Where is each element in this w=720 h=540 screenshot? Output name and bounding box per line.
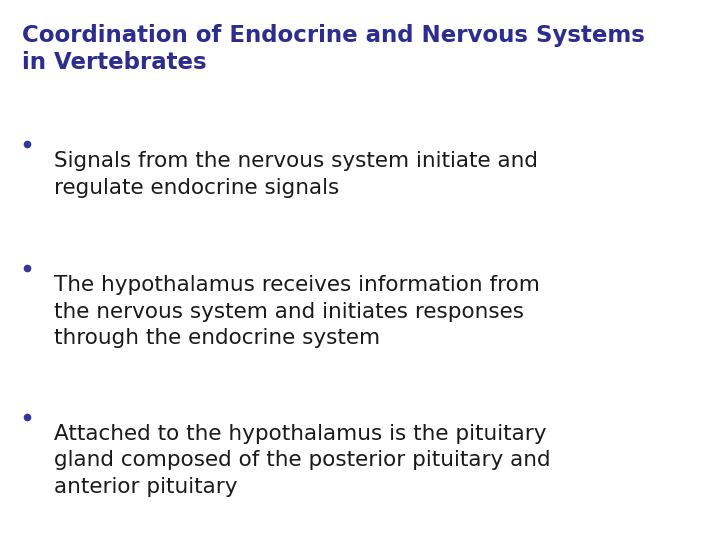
Text: Coordination of Endocrine and Nervous Systems
in Vertebrates: Coordination of Endocrine and Nervous Sy… bbox=[22, 24, 644, 74]
Text: The hypothalamus receives information from
the nervous system and initiates resp: The hypothalamus receives information fr… bbox=[54, 275, 540, 348]
Text: Signals from the nervous system initiate and
regulate endocrine signals: Signals from the nervous system initiate… bbox=[54, 151, 538, 198]
Text: Attached to the hypothalamus is the pituitary
gland composed of the posterior pi: Attached to the hypothalamus is the pitu… bbox=[54, 424, 551, 497]
